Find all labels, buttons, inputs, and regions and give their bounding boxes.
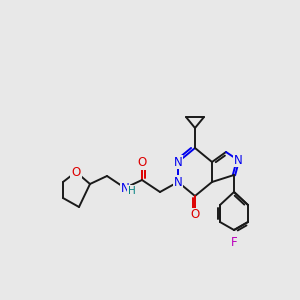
Text: O: O [190, 208, 200, 221]
Text: N: N [174, 155, 182, 169]
Text: N: N [121, 182, 129, 194]
Text: N: N [234, 154, 242, 166]
Text: H: H [128, 186, 136, 196]
Text: O: O [71, 166, 81, 178]
Text: N: N [174, 176, 182, 188]
Text: F: F [231, 236, 237, 248]
Text: O: O [137, 157, 147, 169]
